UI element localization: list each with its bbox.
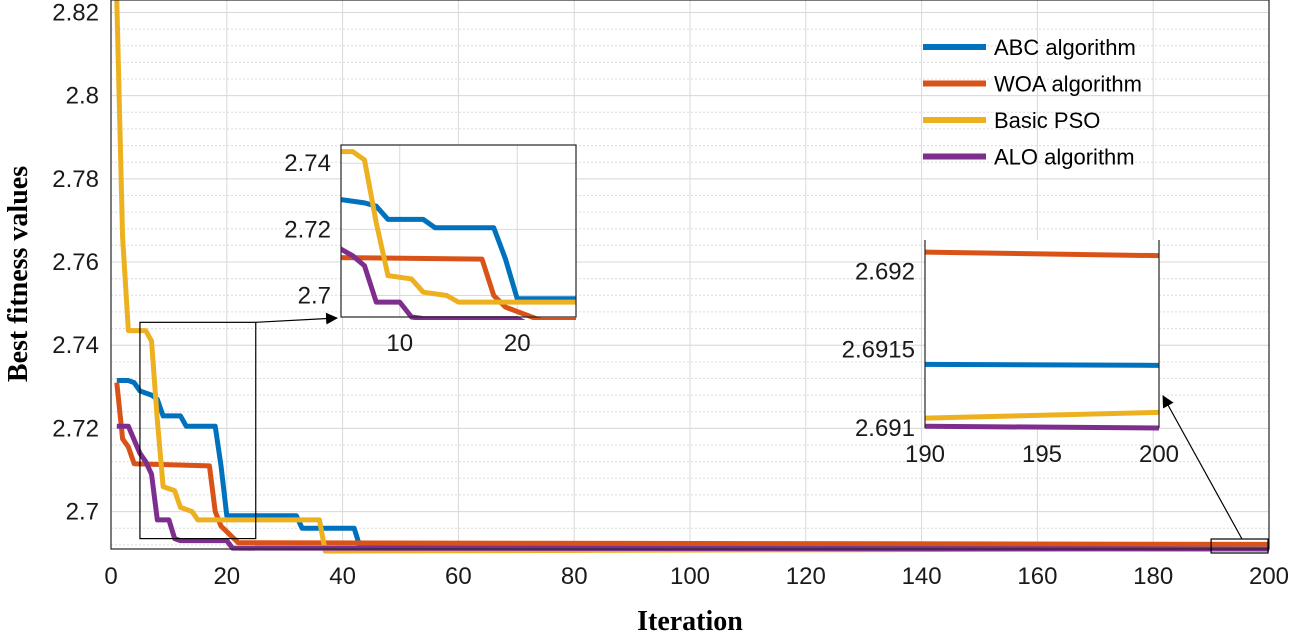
inset-x-tick-label: 190 (905, 441, 945, 468)
legend-label-3: ALO algorithm (994, 145, 1135, 170)
inset-left: 10 20 2.7 2.72 2.74 (284, 144, 577, 357)
x-tick-label: 40 (329, 563, 356, 590)
zoom-box-right (1210, 538, 1269, 554)
zoom-arrow-right (1162, 395, 1243, 540)
inset-x-tick-label: 200 (1139, 441, 1179, 468)
legend: ABC algorithm WOA algorithm Basic PSO ALO a… (923, 35, 1142, 170)
main-series (114, 0, 1270, 554)
legend-label-1: WOA algorithm (994, 72, 1142, 97)
inset-y-tick-label: 2.6915 (842, 337, 915, 364)
main-tick-labels: 0 20 40 60 80 100 120 140 160 180 200 2.7 2.72 2.74 2.… (52, 0, 1289, 590)
inset-series-line-0 (341, 196, 576, 302)
series-line-3 (116, 423, 1270, 552)
inset-x-tick-label: 20 (504, 330, 531, 357)
y-tick-label: 2.8 (66, 83, 99, 110)
x-tick-label: 200 (1249, 563, 1289, 590)
inset-y-tick-label: 2.7 (298, 283, 331, 310)
inset-series-line-1 (341, 255, 576, 320)
inset-right: 190 195 200 2.691 2.6915 2.692 (842, 240, 1179, 468)
x-tick-label: 180 (1133, 563, 1173, 590)
x-tick-label: 80 (561, 563, 588, 590)
legend-label-2: Basic PSO (994, 108, 1100, 133)
y-tick-label: 2.74 (52, 332, 99, 359)
series-line-2 (114, 0, 1270, 554)
inset-y-tick-label: 2.72 (284, 216, 331, 243)
x-tick-label: 160 (1017, 563, 1057, 590)
legend-label-0: ABC algorithm (994, 35, 1136, 60)
x-tick-label: 120 (786, 563, 826, 590)
series-line-1 (114, 382, 1270, 547)
inset-y-tick-label: 2.691 (855, 415, 915, 442)
inset-y-tick-label: 2.74 (284, 150, 331, 177)
inset-series-line-2 (341, 149, 576, 305)
plot-frame (110, 0, 1270, 550)
zoom-markers (139, 312, 1269, 554)
x-tick-label: 20 (213, 563, 240, 590)
y-tick-label: 2.82 (52, 0, 99, 26)
inset-series (925, 249, 1159, 431)
zoom-arrow-left (255, 312, 338, 325)
y-tick-label: 2.7 (66, 499, 99, 526)
x-tick-label: 140 (902, 563, 942, 590)
x-tick-label: 100 (670, 563, 710, 590)
y-axis-label: Best fitness values (3, 166, 34, 382)
y-tick-label: 2.78 (52, 166, 99, 193)
y-tick-label: 2.76 (52, 249, 99, 276)
inset-x-tick-label: 195 (1022, 441, 1062, 468)
x-tick-label: 0 (104, 563, 117, 590)
y-tick-label: 2.72 (52, 415, 99, 442)
inset-series (341, 149, 576, 320)
inset-series-line-1 (925, 249, 1159, 259)
inset-frame (340, 144, 577, 318)
x-tick-label: 60 (445, 563, 472, 590)
inset-x-tick-label: 10 (386, 330, 413, 357)
inset-background (925, 240, 1159, 428)
inset-y-tick-label: 2.692 (855, 258, 915, 285)
x-axis-label: Iteration (637, 606, 743, 637)
zoom-box-left (139, 321, 257, 540)
inset-series-line-3 (341, 245, 526, 320)
